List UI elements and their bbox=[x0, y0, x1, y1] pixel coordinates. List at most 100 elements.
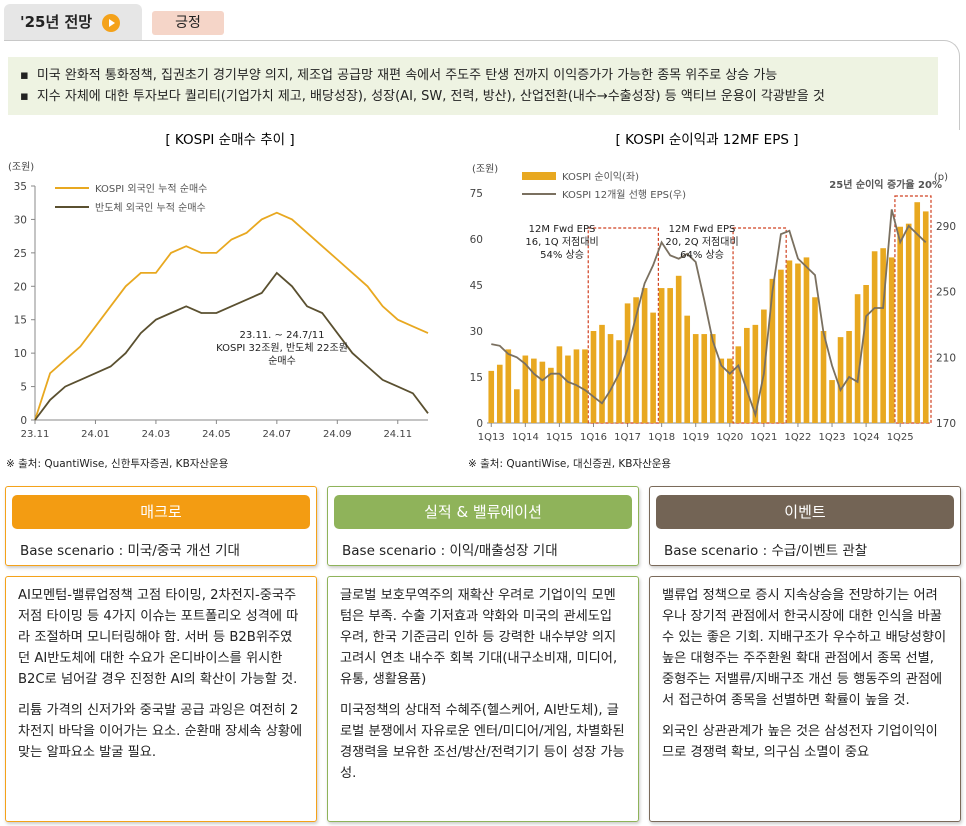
bar bbox=[565, 355, 571, 423]
bar bbox=[658, 288, 665, 423]
column-body: AI모멘텀-밸류업정책 고점 타이밍, 2차전지-중국주 저점 타이밍 등 4가… bbox=[5, 576, 317, 822]
bullet: 지수 자체에 대한 투자보다 퀄리티(기업가치 제고, 배당성장), 성장(AI… bbox=[20, 86, 926, 107]
bar bbox=[692, 334, 699, 423]
line bbox=[34, 271, 429, 421]
x-tick-label: 1Q17 bbox=[614, 432, 641, 443]
chart-title: [ KOSPI 순매수 추이 ] bbox=[165, 132, 294, 148]
bar bbox=[854, 294, 861, 423]
x-tick-label: 24.11 bbox=[383, 429, 412, 440]
bar bbox=[914, 202, 921, 423]
bar bbox=[863, 285, 869, 423]
summary-box: 미국 완화적 통화정책, 집권초기 경기부양 의지, 제조업 공급망 재편 속에… bbox=[8, 57, 938, 115]
annotation: KOSPI 32조원, 반도체 22조원 bbox=[216, 342, 348, 354]
bar bbox=[769, 278, 776, 423]
scenario: Base scenario : 미국/중국 개선 기대 bbox=[20, 543, 240, 559]
y-tick-label: 0 bbox=[20, 415, 27, 427]
bar bbox=[531, 358, 537, 423]
annotation: 23.11. ~ 24.7/11 bbox=[240, 330, 325, 341]
bar bbox=[803, 257, 810, 423]
bar bbox=[505, 349, 512, 423]
y-tick-label: 10 bbox=[14, 348, 27, 360]
highlight-box bbox=[587, 227, 659, 424]
bar bbox=[582, 349, 588, 423]
annotation: 순매수 bbox=[268, 355, 296, 367]
bar bbox=[633, 297, 639, 423]
column-body: 글로벌 보호무역주의 재확산 우려로 기업이익 모멘텀은 부족. 수출 기저효과… bbox=[327, 576, 639, 822]
bar bbox=[837, 337, 844, 423]
column-header: 실적 & 밸류에이션 Base scenario : 이익/매출성장 기대 bbox=[327, 486, 639, 566]
bar bbox=[539, 361, 546, 423]
scenario: Base scenario : 이익/매출성장 기대 bbox=[342, 543, 558, 559]
bar bbox=[650, 312, 656, 423]
x-tick-label: 1Q15 bbox=[546, 432, 573, 443]
y-unit: (조원) bbox=[8, 161, 34, 173]
x-tick-label: 1Q23 bbox=[819, 432, 846, 443]
y-tick-label: 35 bbox=[14, 181, 27, 193]
column-title: 이벤트 bbox=[656, 495, 954, 529]
x-tick-label: 1Q18 bbox=[648, 432, 675, 443]
bar bbox=[897, 226, 903, 423]
bullet: 미국 완화적 통화정책, 집권초기 경기부양 의지, 제조업 공급망 재편 속에… bbox=[20, 65, 926, 86]
bar bbox=[599, 324, 605, 423]
x-tick-label: 24.09 bbox=[323, 429, 352, 440]
chart: [ KOSPI 순이익과 12MF EPS ] (조원) (p) 0 15 30 45 60 7… bbox=[470, 132, 956, 443]
x-tick-label: 1Q24 bbox=[853, 432, 880, 443]
bar bbox=[522, 355, 529, 423]
y-tick-label: 30 bbox=[470, 326, 483, 338]
y2-tick-label: 290 bbox=[936, 221, 956, 233]
bar bbox=[812, 297, 818, 423]
y-tick-label: 45 bbox=[470, 280, 483, 292]
column-body: 밸류업 정책으로 증시 지속상승을 전망하기는 어려우나 장기적 관점에서 한국… bbox=[649, 576, 961, 822]
paragraph: AI모멘텀-밸류업정책 고점 타이밍, 2차전지-중국주 저점 타이밍 등 4가… bbox=[18, 588, 299, 687]
y-tick-label: 15 bbox=[14, 315, 27, 327]
x-tick-label: 1Q14 bbox=[512, 432, 539, 443]
bar bbox=[641, 288, 648, 423]
y-tick-label: 5 bbox=[20, 382, 27, 394]
paragraph: 밸류업 정책으로 증시 지속상승을 전망하기는 어려우나 장기적 관점에서 한국… bbox=[662, 588, 947, 708]
y-tick-label: 75 bbox=[470, 188, 483, 200]
bar bbox=[684, 315, 691, 423]
legend-label: KOSPI 외국인 누적 순매수 bbox=[95, 183, 207, 195]
bar bbox=[786, 260, 793, 423]
x-tick-label: 1Q16 bbox=[580, 432, 607, 443]
y-tick-label: 0 bbox=[476, 418, 483, 430]
x-tick-label: 1Q22 bbox=[784, 432, 811, 443]
line bbox=[491, 209, 927, 419]
column-header: 매크로 Base scenario : 미국/중국 개선 기대 bbox=[5, 486, 317, 566]
annotation: 64% 상승 bbox=[680, 249, 724, 261]
badge: 긍정 bbox=[152, 11, 224, 35]
annotation: 54% 상승 bbox=[540, 249, 584, 261]
x-tick-label: 1Q21 bbox=[750, 432, 777, 443]
legend-swatch bbox=[522, 172, 556, 180]
bar bbox=[778, 269, 784, 423]
x-tick-label: 1Q13 bbox=[478, 432, 505, 443]
play-icon[interactable] bbox=[102, 13, 121, 32]
bar bbox=[556, 346, 563, 423]
bar bbox=[922, 211, 929, 423]
column-header: 이벤트 Base scenario : 수급/이벤트 관찰 bbox=[649, 486, 961, 566]
legend-label: 반도체 외국인 누적 순매수 bbox=[95, 202, 206, 214]
bar bbox=[795, 263, 801, 423]
line bbox=[34, 211, 429, 421]
bar bbox=[726, 358, 733, 423]
bar bbox=[905, 223, 912, 423]
x-tick-label: 24.01 bbox=[81, 429, 110, 440]
bar bbox=[488, 370, 495, 423]
x-tick-label: 1Q20 bbox=[716, 432, 743, 443]
y-tick-label: 20 bbox=[14, 281, 27, 293]
bar bbox=[735, 346, 742, 423]
annotation: 12M Fwd EPS bbox=[529, 224, 596, 235]
bar bbox=[709, 334, 716, 423]
paragraph: 리튬 가격의 신저가와 중국발 공급 과잉은 여전히 2차전지 바닥을 이어가는… bbox=[18, 703, 303, 760]
x-tick-label: 24.03 bbox=[142, 429, 171, 440]
x-tick-label: 1Q25 bbox=[887, 432, 914, 443]
column-title: 실적 & 밸류에이션 bbox=[334, 495, 632, 529]
frame bbox=[4, 40, 960, 130]
annotation: 12M Fwd EPS bbox=[669, 224, 736, 235]
annotation: 16, 1Q 저점대비 bbox=[525, 236, 598, 248]
bar bbox=[701, 334, 708, 423]
tab[interactable]: '25년 전망 bbox=[4, 4, 142, 40]
scenario: Base scenario : 수급/이벤트 관찰 bbox=[664, 543, 868, 559]
bar bbox=[871, 251, 878, 423]
